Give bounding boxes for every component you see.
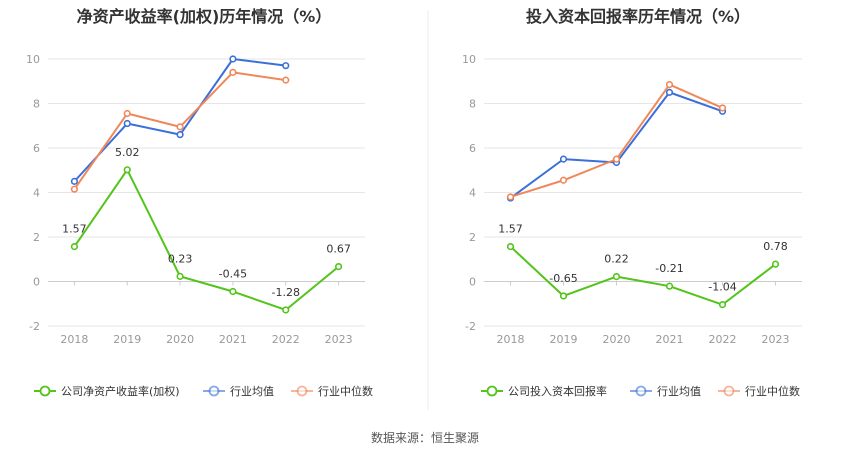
legend-label: 行业中位数	[745, 384, 800, 398]
data-point-company	[176, 272, 184, 280]
data-point-avg	[559, 155, 568, 163]
x-tick-label: 2019	[550, 333, 578, 346]
data-label: 0.22	[604, 253, 629, 266]
data-point-company	[718, 301, 727, 309]
y-tick-label: -2	[465, 320, 476, 333]
x-tick-label: 2021	[656, 333, 684, 346]
data-point-avg	[229, 55, 237, 63]
legend-marker-icon	[39, 385, 51, 397]
legend-item-company[interactable]: 公司投入资本回报率	[481, 384, 607, 398]
data-point-median	[559, 176, 568, 184]
y-tick-label: 4	[469, 187, 476, 200]
data-point-company	[70, 242, 79, 251]
legend-label: 公司投入资本回报率	[508, 384, 607, 398]
data-point-median	[282, 76, 290, 84]
legend-item-avg[interactable]: 行业均值	[630, 385, 701, 398]
x-tick-label: 2023	[325, 333, 353, 346]
legend-marker-icon	[296, 385, 308, 397]
x-tick-label: 2018	[60, 333, 88, 346]
data-point-median	[70, 185, 79, 193]
x-tick-label: 2022	[709, 333, 737, 346]
legend-item-company[interactable]: 公司净资产收益率(加权)	[34, 384, 180, 398]
data-point-median	[718, 104, 727, 112]
data-point-avg	[176, 131, 184, 139]
data-point-company	[123, 166, 131, 174]
data-label: -0.65	[549, 272, 577, 285]
y-tick-label: 6	[33, 142, 40, 155]
x-tick-label: 2021	[219, 333, 247, 346]
series-line-company	[73, 168, 340, 311]
x-tick-label: 2023	[762, 333, 790, 346]
y-tick-label: 2	[469, 231, 476, 244]
data-label: -0.21	[655, 262, 683, 275]
legend-label: 行业均值	[657, 385, 701, 398]
legend-label: 行业中位数	[318, 384, 373, 398]
x-tick-label: 2022	[272, 333, 300, 346]
legend-label: 行业均值	[230, 385, 274, 398]
series-line-median	[510, 83, 723, 198]
data-point-company	[334, 262, 343, 271]
data-point-company	[771, 260, 780, 268]
chart-title: 净资产收益率(加权)历年情况（%）	[77, 7, 332, 26]
y-tick-label: 2	[33, 231, 40, 244]
y-tick-label: 6	[469, 142, 476, 155]
data-point-company	[559, 292, 568, 300]
series-line-company	[509, 245, 777, 306]
data-label: -1.28	[272, 286, 300, 299]
data-label: 0.78	[763, 240, 788, 253]
legend-marker-icon	[208, 385, 220, 397]
data-label: 1.57	[62, 223, 87, 236]
data-label: 5.02	[115, 146, 140, 159]
legend-item-avg[interactable]: 行业均值	[203, 385, 274, 398]
data-label: 0.67	[326, 243, 351, 256]
legend-marker-icon	[723, 385, 735, 397]
y-tick-label: -2	[29, 320, 40, 333]
x-tick-label: 2019	[113, 333, 141, 346]
x-tick-label: 2020	[603, 333, 631, 346]
y-tick-label: 0	[469, 276, 476, 289]
y-tick-label: 10	[462, 53, 476, 66]
data-point-company	[665, 282, 674, 290]
series-line-median	[73, 71, 286, 190]
data-point-avg	[123, 119, 131, 128]
y-tick-label: 10	[26, 53, 40, 66]
legend-item-median[interactable]: 行业中位数	[718, 384, 800, 398]
data-point-avg	[282, 62, 290, 70]
x-tick-label: 2020	[166, 333, 194, 346]
data-label: -0.45	[219, 268, 247, 281]
chart-title: 投入资本回报率历年情况（%）	[526, 7, 750, 26]
data-point-company	[612, 273, 621, 281]
legend-label: 公司净资产收益率(加权)	[61, 384, 180, 398]
data-point-avg	[665, 88, 674, 96]
data-label: -1.04	[708, 281, 736, 294]
legend-item-median[interactable]: 行业中位数	[291, 384, 373, 398]
x-tick-label: 2018	[497, 333, 525, 346]
roic-chart-panel: 投入资本回报率历年情况（%） -2 0 2 4 6 8 10 2018 2019 2020 2021 2…	[462, 7, 802, 398]
source-note: 数据来源：恒生聚源	[371, 430, 479, 445]
y-tick-label: 8	[469, 98, 476, 111]
data-point-median	[665, 80, 674, 89]
data-point-median	[506, 193, 515, 201]
roe-chart-panel: 净资产收益率(加权)历年情况（%） -2 0 2 4 6 8 10 2018 2019 2020 20…	[26, 7, 373, 398]
data-point-median	[176, 123, 184, 131]
series-line-avg	[509, 91, 723, 199]
data-point-median	[123, 109, 131, 118]
data-point-company	[229, 287, 237, 296]
data-label: 1.57	[498, 223, 523, 236]
legend-marker-icon	[486, 385, 498, 397]
data-point-company	[506, 242, 515, 251]
legend-marker-icon	[635, 385, 647, 397]
data-point-company	[282, 306, 290, 314]
y-tick-label: 8	[33, 98, 40, 111]
data-point-median	[229, 68, 237, 76]
y-tick-label: 4	[33, 187, 40, 200]
data-label: 0.23	[168, 252, 193, 265]
data-point-avg	[70, 177, 79, 185]
y-tick-label: 0	[33, 276, 40, 289]
series-line-avg	[73, 58, 286, 183]
data-point-median	[612, 155, 621, 163]
